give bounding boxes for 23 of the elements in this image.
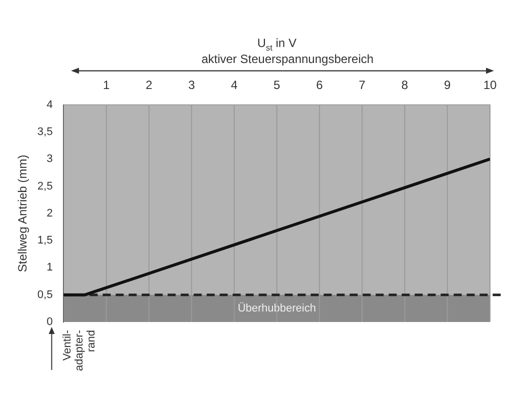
- x-tick-label: 2: [146, 78, 153, 92]
- band-label: Überhubbereich: [238, 301, 316, 314]
- x-tick-label: 3: [188, 78, 196, 92]
- x-tick-label: 9: [444, 78, 452, 92]
- x-tick-label: 8: [401, 78, 408, 92]
- y-tick-label: 3: [46, 153, 53, 166]
- text: aktiver Steuerspannungsbereich: [201, 52, 374, 66]
- y-tick-label: 1: [46, 262, 53, 274]
- x-tick-label: 1: [102, 78, 110, 92]
- y-axis-title: Stellweg Antrieb (mm): [16, 154, 30, 272]
- y-tick-label: 2,5: [37, 180, 53, 192]
- x-tick-label: 10: [483, 78, 497, 92]
- text: Ventil-adapter-rand: [62, 330, 98, 371]
- y-tick-label: 0,5: [37, 288, 53, 301]
- y-tick-label: 3,5: [37, 126, 53, 138]
- y-tick-label: 1,5: [37, 234, 53, 247]
- x-tick-label: 6: [316, 78, 324, 92]
- x-tick-label: 4: [230, 78, 238, 92]
- y-tick-label: 2: [46, 207, 53, 220]
- y-tick-label: 0: [46, 316, 53, 328]
- x-tick-label: 7: [358, 78, 366, 92]
- y-tick-label: 4: [46, 98, 53, 111]
- x-tick-label: 5: [274, 78, 280, 92]
